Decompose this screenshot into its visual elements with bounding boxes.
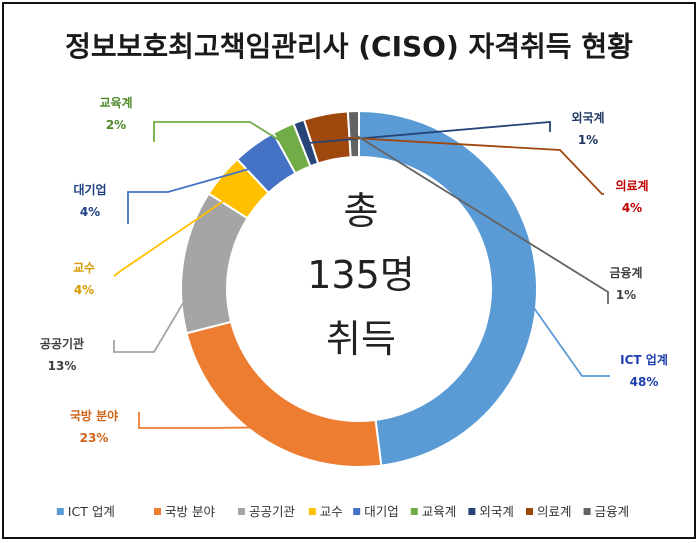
data-labels: ICT 업계 48% 국방 분야 23% 공공기관 13% 교수 4% 대기업 4% 교육계 2% 외국… [40, 95, 668, 445]
center-text-line-1: 총 [344, 189, 379, 233]
legend-swatch-7 [526, 508, 533, 515]
leader-line-8 [353, 133, 609, 304]
legend-label-7: 의료계 [537, 504, 572, 519]
legend-swatch-5 [410, 508, 418, 515]
data-label-name-5: 교육계 [99, 95, 132, 110]
chart-title: 정보보호최고책임관리사 (CISO) 자격취득 현황 [65, 30, 633, 63]
data-label-value-3: 4% [74, 283, 94, 297]
data-label-value-6: 1% [578, 133, 598, 147]
legend-label-2: 공공기관 [249, 504, 296, 519]
leader-line-4 [127, 162, 269, 224]
donut-slice-0 [358, 109, 538, 467]
center-text-line-3: 취득 [326, 317, 396, 361]
data-label-value-0: 48% [630, 375, 659, 389]
data-label-name-3: 교수 [73, 261, 95, 275]
data-label-value-5: 2% [106, 118, 126, 132]
center-text-line-2: 135명 [307, 253, 415, 297]
data-label-value-4: 4% [80, 205, 100, 219]
legend-swatch-8 [583, 508, 591, 515]
legend-label-5: 교육계 [422, 504, 457, 519]
legend-label-8: 금융계 [595, 504, 630, 519]
leader-line-6 [306, 121, 551, 145]
legend-swatch-1 [154, 508, 161, 515]
legend-swatch-3 [308, 508, 316, 515]
legend-label-3: 교수 [320, 504, 343, 519]
data-label-name-0: ICT 업계 [620, 352, 668, 367]
leader-line-5 [153, 121, 294, 150]
donut-slice-8 [346, 109, 360, 159]
data-label-value-2: 13% [48, 359, 77, 373]
data-label-value-1: 23% [80, 431, 109, 445]
data-label-name-6: 외국계 [571, 110, 604, 125]
legend-label-1: 국방 분야 [165, 504, 215, 519]
legend-swatch-2 [238, 508, 245, 515]
leader-line-7 [329, 135, 604, 195]
data-label-name-8: 금융계 [609, 265, 642, 280]
legend-swatch-0 [56, 508, 64, 515]
leader-line-2 [113, 264, 207, 353]
legend-label-0: ICT 업계 [68, 504, 115, 519]
data-label-name-7: 의료계 [615, 178, 648, 193]
data-label-name-1: 국방 분야 [70, 408, 118, 423]
donut-chart: 정보보호최고책임관리사 (CISO) 자격취득 현황 ICT 업계 48% 국방 분… [40, 30, 668, 519]
legend-swatch-6 [468, 508, 476, 515]
legend-label-6: 외국계 [479, 504, 514, 519]
data-label-value-8: 1% [616, 288, 636, 302]
leader-line-1 [138, 412, 272, 429]
legend: ICT 업계 국방 분야 공공기관 교수 대기업 교육계 외국계 의료계 금융계 [56, 504, 630, 519]
data-label-name-4: 대기업 [73, 182, 106, 197]
donut-slice-2 [180, 192, 249, 335]
data-label-name-2: 공공기관 [40, 336, 84, 351]
legend-swatch-4 [353, 508, 361, 515]
data-label-value-7: 4% [622, 201, 642, 215]
leader-line-3 [113, 189, 241, 277]
leader-lines [113, 121, 610, 429]
legend-label-4: 대기업 [364, 504, 399, 519]
leader-line-0 [512, 278, 610, 377]
